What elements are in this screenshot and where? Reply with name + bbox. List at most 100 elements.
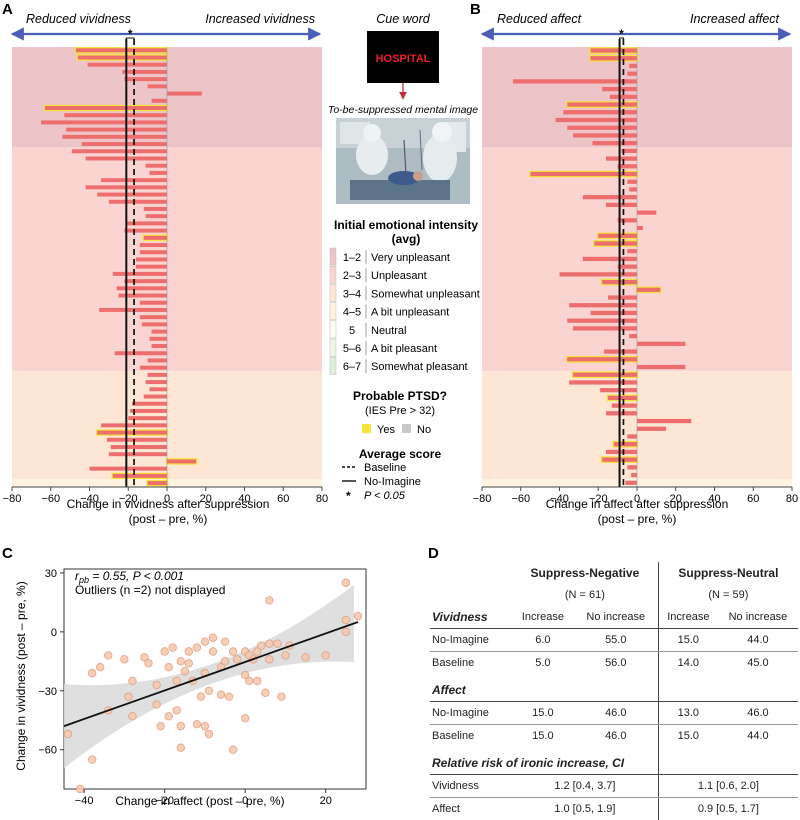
scatter-point [266,640,274,648]
bar [124,229,167,233]
scatter-point [221,638,229,646]
bar [72,149,167,153]
section-relative-risk: Relative risk of ironic increase, CI [430,747,658,775]
scatter-point [253,677,261,685]
bar [146,380,167,384]
bar [637,427,666,431]
intensity-label: Somewhat unpleasant [371,288,480,300]
bar [569,380,637,384]
col-group-negative: Suppress-Negative [512,562,658,584]
intensity-sub: (avg) [392,232,421,246]
bar [97,193,167,197]
scatter-point [96,663,104,671]
table-cell: 46.0 [574,725,659,748]
x-tick-label: −60 [511,493,530,505]
bar [144,236,167,240]
bar [625,481,637,485]
bar [146,214,167,218]
bar [583,195,637,199]
scatter-point [161,648,169,656]
avg-noimagine-label: No-Imagine [364,476,421,488]
bar [136,257,167,261]
bar [606,203,637,207]
row-label: No-Imagine [430,629,512,652]
bar [606,450,637,454]
table-cell: 15.0 [512,702,574,725]
scatter-point [193,720,201,728]
scatter-point [201,638,209,646]
bar [111,445,167,449]
bar [563,110,637,114]
table-cell: 44.0 [718,725,798,748]
scatter-point [245,677,253,685]
ptsd-no-swatch [402,424,411,433]
scatter-point [153,701,161,709]
bar [148,481,167,485]
bar [115,351,167,355]
bar [113,272,167,276]
table-cell: 15.0 [658,725,718,748]
bar [598,234,637,238]
intensity-label: Somewhat pleasant [371,361,468,373]
panel-a-xlabel2: (post – pre, %) [129,512,208,526]
bar [144,395,167,399]
scatter-point [173,677,181,685]
table-cell: 46.0 [574,702,659,725]
intensity-swatch [330,357,336,374]
bar [627,72,637,76]
bar [148,84,167,88]
bar [117,286,167,290]
row-label: No-Imagine [430,702,512,725]
avg-title: Average score [359,447,442,461]
row-label: Baseline [430,725,512,748]
panel-b-xlabel2: (post – pre, %) [598,512,677,526]
row-label: Vividness [430,775,512,798]
bar [627,180,637,184]
scatter-point [209,634,217,642]
avg-star-symbol: * [346,489,351,503]
scatter-point [121,656,129,664]
bar [140,315,167,319]
panel-a-label: A [2,1,13,18]
intensity-label: A bit unpleasant [371,307,449,319]
scatter-point [201,722,209,730]
bar [629,187,637,191]
table-cell: 13.0 [658,702,718,725]
panel-b: B Reduced affect Increased affect * −80−… [470,1,798,526]
col-group-negative-n: (N = 61) [512,584,658,606]
scatter-point [193,644,201,652]
scatter-point [76,785,84,793]
bar [606,156,637,160]
ptsd-no-label: No [417,424,431,436]
bar [152,99,168,103]
bar [150,171,167,175]
bar [594,241,637,245]
bar [627,249,637,253]
bar [637,210,656,214]
bar [146,164,167,168]
bar [627,434,637,438]
scatter-point [129,677,137,685]
scatter-point [153,681,161,689]
scatter-point [229,648,237,656]
bar [637,419,691,423]
scatter-point [169,644,177,652]
bar [583,257,637,261]
x-tick-label: 80 [316,493,328,505]
bar [142,322,167,326]
x-tick-label: −40 [75,795,94,807]
sub-increase-2: Increase [658,606,718,629]
bar [140,301,167,305]
bar [606,411,637,415]
bar [637,365,685,369]
table-row: No-Imagine 6.0 55.0 15.0 44.0 [430,629,798,652]
scatter-point [258,642,266,650]
bar [82,142,167,146]
bar [567,102,637,106]
table-cell: 56.0 [574,652,659,675]
scatter-point [278,693,286,701]
x-tick-label: −60 [41,493,60,505]
col-group-neutral-n: (N = 59) [658,584,798,606]
bar [573,133,637,137]
